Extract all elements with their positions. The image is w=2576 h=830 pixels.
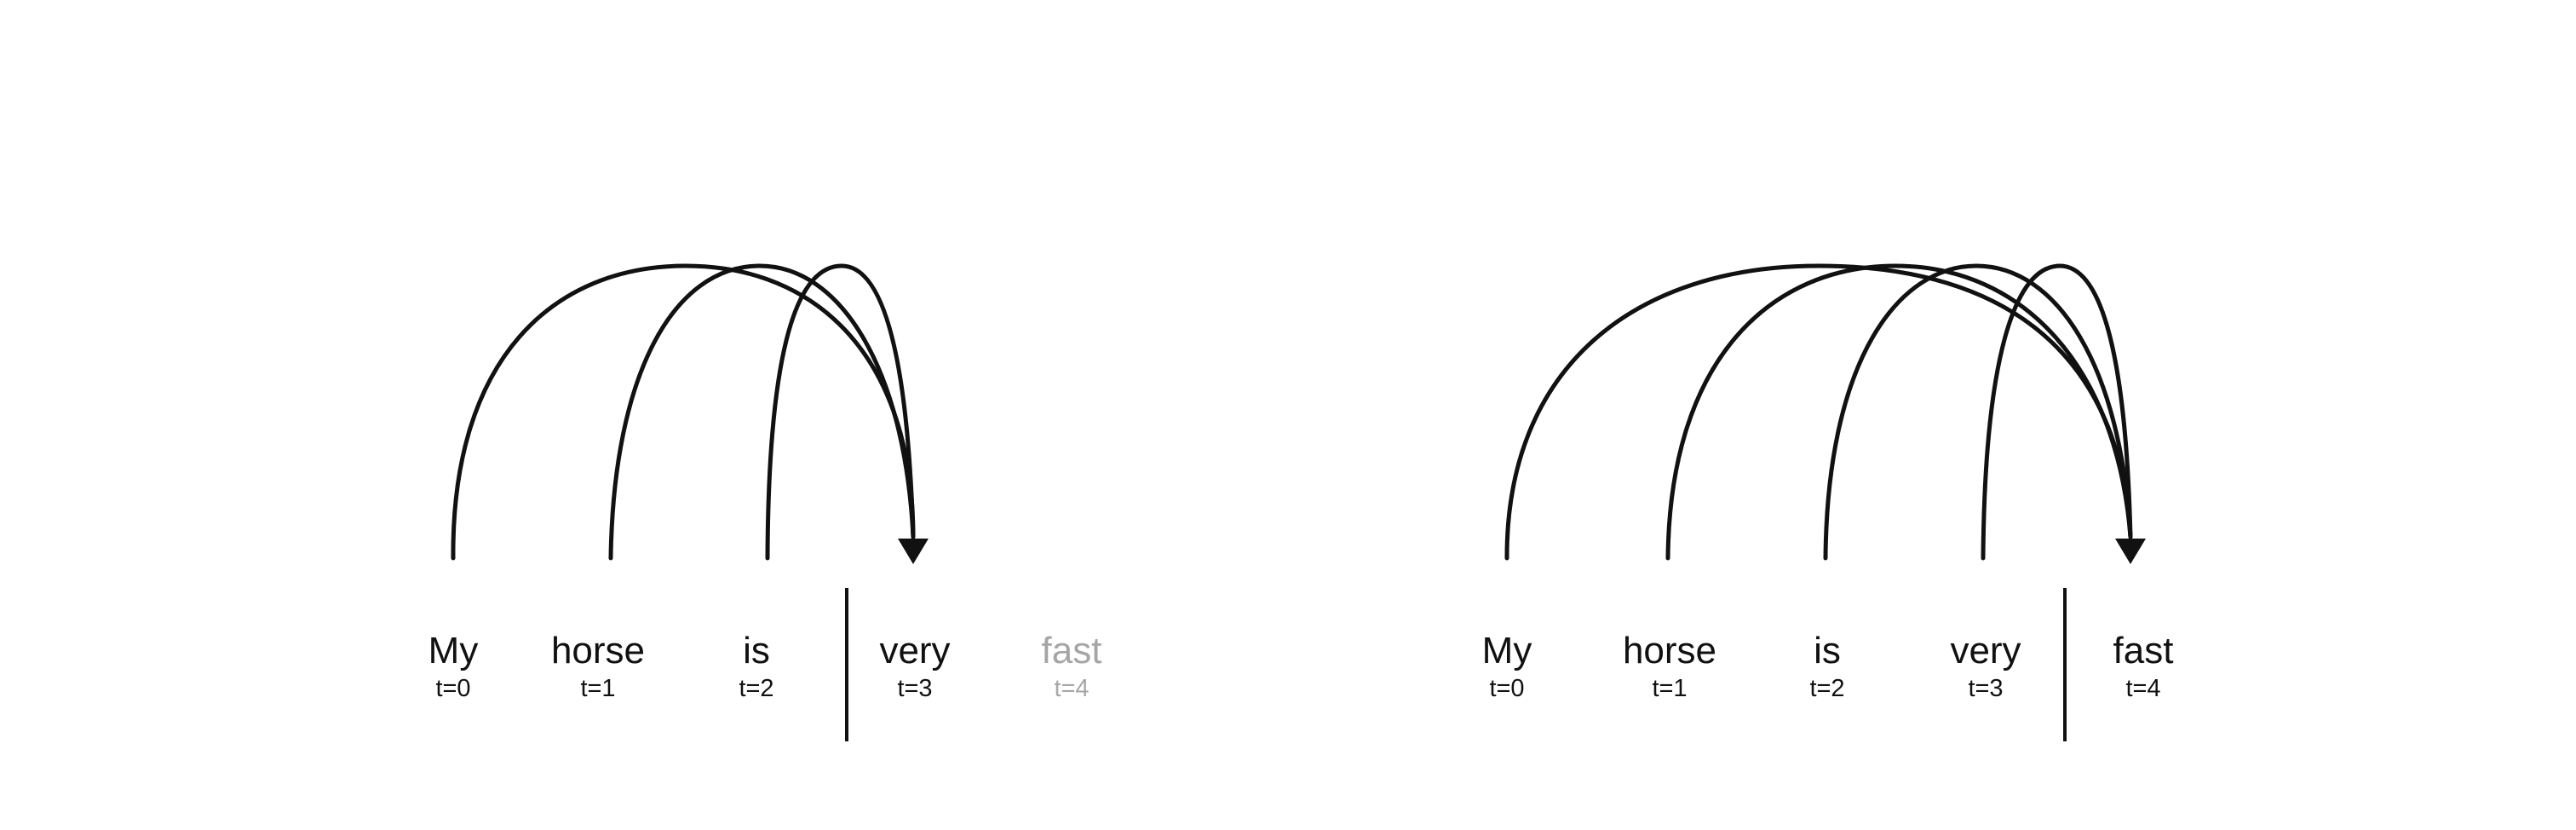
token-is: is	[743, 630, 770, 671]
tokens-left: My t=0 horse t=1 is t=2 very t=3 fast t=…	[428, 630, 1102, 702]
token-fast-future: fast	[1042, 630, 1102, 671]
panel-left: My t=0 horse t=1 is t=2 very t=3 fast t=…	[428, 263, 1102, 741]
panel-right: My t=0 horse t=1 is t=2 very t=3 fast t=…	[1482, 263, 2174, 741]
arc-horse-to-fast	[1665, 263, 2133, 561]
token-horse: horse	[1623, 630, 1716, 671]
arc-very-to-fast	[1981, 263, 2133, 561]
arcs-left	[451, 263, 929, 564]
arrowhead-very	[898, 539, 929, 564]
time-label: t=2	[1809, 675, 1844, 702]
time-label: t=2	[739, 675, 773, 702]
tokens-right: My t=0 horse t=1 is t=2 very t=3 fast t=…	[1482, 630, 2174, 702]
token-very: very	[1950, 630, 2021, 671]
time-label: t=3	[897, 675, 932, 702]
time-label: t=1	[1652, 675, 1687, 702]
time-label: t=0	[1489, 675, 1524, 702]
arc-is-to-very	[765, 263, 916, 561]
arc-is-to-fast	[1823, 263, 2133, 561]
token-my: My	[428, 630, 479, 671]
time-label: t=4	[2125, 675, 2160, 702]
token-is: is	[1814, 630, 1841, 671]
time-label: t=0	[435, 675, 470, 702]
arc-my-to-fast	[1504, 263, 2133, 561]
time-label: t=3	[1968, 675, 2003, 702]
token-fast: fast	[2113, 630, 2174, 671]
token-horse: horse	[551, 630, 645, 671]
token-very: very	[879, 630, 950, 671]
time-label-future: t=4	[1054, 675, 1089, 702]
token-my: My	[1482, 630, 1532, 671]
arc-horse-to-very	[608, 263, 916, 561]
time-label: t=1	[580, 675, 615, 702]
arcs-right	[1504, 263, 2146, 564]
arrowhead-fast	[2115, 539, 2146, 564]
